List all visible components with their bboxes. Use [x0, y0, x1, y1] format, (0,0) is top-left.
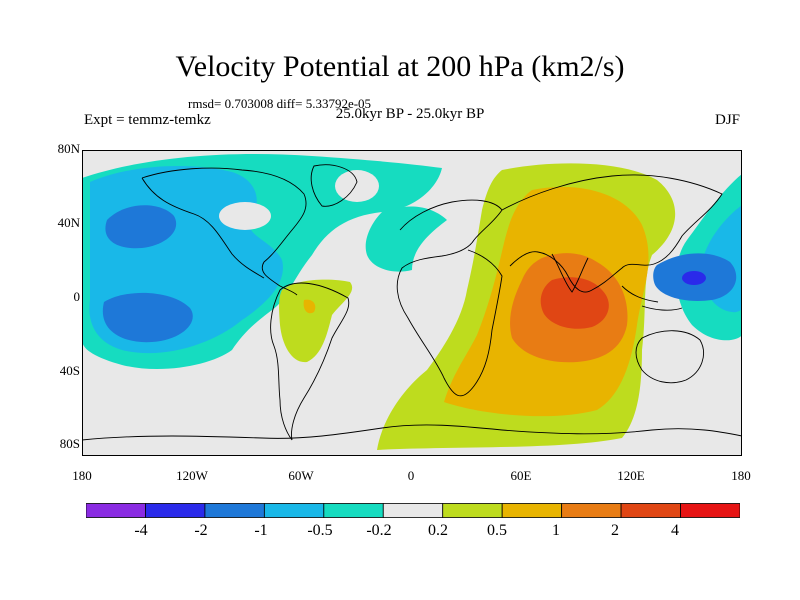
colorbar-swatch: [323, 503, 384, 518]
velocity-potential-map: [82, 150, 742, 456]
season-label: DJF: [714, 112, 740, 128]
x-tick-120e: 120E: [617, 468, 645, 483]
colorbar-label: 0.2: [428, 522, 448, 539]
contour-neutral-greenland: [219, 202, 271, 230]
colorbar-swatch: [680, 503, 740, 518]
stats-line: rmsd= 0.703008 diff= 5.33792e-05: [188, 96, 372, 111]
contour-yellow-south-america: [303, 299, 316, 314]
colorbar-label: 1: [552, 522, 560, 539]
contour-teal-atlantic: [365, 206, 447, 272]
colorbar-swatch: [561, 503, 622, 518]
colorbar-label: -4: [134, 522, 148, 539]
x-tick-60e: 60E: [510, 468, 532, 483]
contour-darkblue-west-pacific: [682, 271, 706, 285]
y-tick-40n: 40N: [57, 215, 80, 230]
colorbar-swatch: [145, 503, 206, 518]
colorbar-swatch: [204, 503, 265, 518]
colorbar-swatch: [382, 503, 444, 518]
colorbar: [86, 503, 740, 518]
map-frame: [82, 150, 742, 456]
colorbar-label: 4: [671, 522, 679, 539]
y-tick-80n: 80N: [57, 141, 80, 156]
map-title: Velocity Potential at 200 hPa (km2/s): [175, 50, 625, 83]
colorbar-label: -2: [194, 522, 208, 539]
colorbar-label: 0.5: [487, 522, 507, 539]
x-tick-120w: 120W: [176, 468, 208, 483]
x-tick-0: 0: [407, 468, 415, 483]
colorbar-swatch: [620, 503, 681, 518]
colorbar-swatch: [501, 503, 563, 518]
contour-blue-south-pacific: [102, 292, 193, 343]
colorbar-swatch: [442, 503, 503, 518]
x-tick-180e: 180: [731, 468, 751, 483]
contour-neutral-arctic: [335, 170, 379, 202]
colorbar-label: -1: [254, 522, 268, 539]
period-line: 25.0kyr BP - 25.0kyr BP: [335, 106, 485, 122]
coastlines: [82, 164, 742, 441]
contour-blue-north-pacific: [105, 205, 177, 249]
y-tick-40s: 40S: [59, 363, 80, 378]
colorbar-label: -0.5: [307, 522, 333, 539]
y-tick-80s: 80S: [59, 436, 80, 451]
colorbar-swatch: [86, 503, 146, 518]
colorbar-label: 2: [611, 522, 619, 539]
x-tick-60w: 60W: [288, 468, 314, 483]
y-tick-0: 0: [73, 289, 81, 304]
contour-yellowgreen-south-america: [279, 279, 353, 363]
x-tick-180w: 180: [72, 468, 92, 483]
colorbar-label: -0.2: [366, 522, 392, 539]
experiment-label: Expt = temmz-temkz: [84, 112, 211, 128]
colorbar-swatch: [263, 503, 325, 518]
